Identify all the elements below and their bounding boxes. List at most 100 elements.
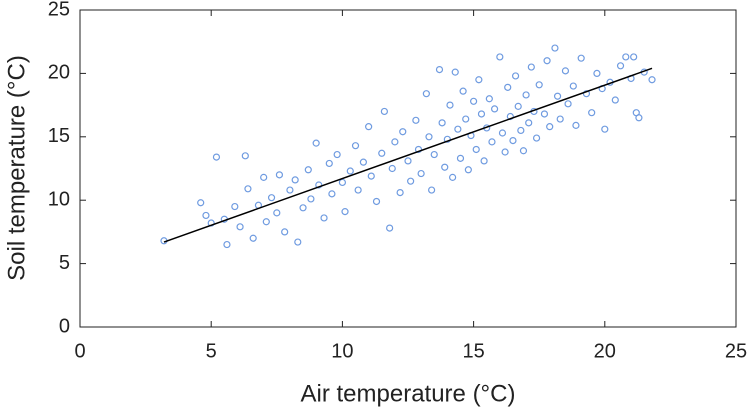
point xyxy=(404,157,412,165)
point xyxy=(428,186,436,194)
point xyxy=(307,195,315,203)
point xyxy=(551,44,559,52)
point xyxy=(532,134,541,142)
point xyxy=(480,157,488,165)
point xyxy=(572,121,580,129)
point xyxy=(388,164,396,173)
point xyxy=(391,138,399,146)
point xyxy=(412,116,420,124)
point xyxy=(281,228,289,236)
x-tick-label: 20 xyxy=(594,340,616,362)
point xyxy=(477,110,486,118)
point xyxy=(325,159,333,168)
point xyxy=(244,185,252,193)
point xyxy=(386,224,394,232)
point xyxy=(470,97,478,105)
point xyxy=(588,109,596,117)
point xyxy=(249,234,257,242)
point xyxy=(417,169,425,178)
point xyxy=(212,153,221,161)
point xyxy=(312,139,320,147)
point xyxy=(320,214,328,222)
point xyxy=(561,67,570,75)
x-tick-label: 15 xyxy=(462,340,484,362)
point xyxy=(236,223,244,231)
y-tick-label: 0 xyxy=(59,315,70,337)
point xyxy=(601,125,609,133)
x-tick-label: 25 xyxy=(725,340,747,362)
point xyxy=(449,173,457,181)
point xyxy=(365,123,373,131)
point xyxy=(241,152,249,160)
point xyxy=(517,126,525,135)
point xyxy=(501,148,509,156)
point xyxy=(304,166,312,174)
point xyxy=(396,188,404,197)
point xyxy=(454,125,462,133)
point xyxy=(359,158,367,166)
point xyxy=(485,95,493,103)
point xyxy=(488,138,496,146)
point xyxy=(333,150,341,159)
point xyxy=(286,186,294,194)
point xyxy=(223,240,231,249)
point xyxy=(593,69,601,78)
point xyxy=(464,166,472,174)
point xyxy=(260,173,268,181)
point xyxy=(275,171,284,179)
point xyxy=(399,128,407,136)
point xyxy=(553,92,562,100)
point xyxy=(451,68,459,76)
point xyxy=(648,76,656,84)
point xyxy=(462,115,470,123)
point xyxy=(262,218,270,226)
point xyxy=(569,82,577,90)
point xyxy=(616,62,625,70)
point xyxy=(202,211,210,220)
point xyxy=(315,181,323,189)
point xyxy=(328,190,336,198)
point xyxy=(535,81,543,89)
point xyxy=(504,83,512,91)
point xyxy=(543,57,551,65)
x-tick-label: 0 xyxy=(74,340,85,362)
point xyxy=(197,199,205,207)
fit-line xyxy=(163,67,653,243)
point xyxy=(267,194,276,202)
point xyxy=(564,100,572,108)
point xyxy=(294,238,302,246)
point xyxy=(273,209,281,217)
point xyxy=(496,53,504,61)
point xyxy=(546,123,554,131)
point xyxy=(407,177,415,185)
point xyxy=(346,167,354,175)
point xyxy=(490,105,499,113)
x-tick-label: 5 xyxy=(206,340,217,362)
y-tick-label: 5 xyxy=(59,252,70,274)
point xyxy=(422,90,430,98)
x-axis-label: Air temperature (°C) xyxy=(301,380,516,407)
point xyxy=(514,102,522,110)
point xyxy=(522,91,530,99)
point xyxy=(414,145,423,154)
y-tick-label: 25 xyxy=(48,0,70,20)
point xyxy=(611,96,619,104)
point xyxy=(509,137,517,145)
point xyxy=(635,114,643,122)
y-tick-label: 20 xyxy=(48,62,70,84)
point xyxy=(430,150,438,159)
point xyxy=(527,63,535,71)
point xyxy=(630,53,638,61)
point xyxy=(367,172,375,180)
y-tick-label: 10 xyxy=(48,188,70,210)
point xyxy=(291,176,299,184)
point xyxy=(498,129,507,137)
point xyxy=(577,54,585,62)
point xyxy=(519,147,528,155)
point xyxy=(459,87,467,95)
point xyxy=(380,107,388,116)
point xyxy=(338,178,346,187)
plot-frame xyxy=(79,9,737,328)
point xyxy=(472,145,480,154)
